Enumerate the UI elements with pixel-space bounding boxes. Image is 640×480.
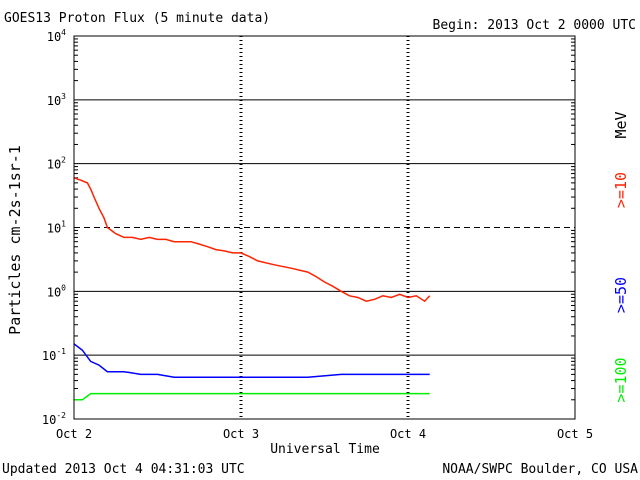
x-tick-labels: Oct 2 Oct 3 Oct 4 Oct 5: [56, 427, 593, 441]
y-tick-label: 103: [47, 92, 66, 108]
updated-time: Updated 2013 Oct 4 04:31:03 UTC: [2, 462, 245, 477]
begin-date: Begin: 2013 Oct 2 0000 UTC: [433, 18, 637, 33]
y-tick-label: 10-2: [42, 411, 66, 427]
y-tick-label: 100: [47, 283, 66, 299]
x-tick-label: Oct 2: [56, 427, 92, 441]
y-tick-label: 102: [47, 156, 66, 172]
legend-label: >=10: [612, 172, 630, 208]
legend-unit: MeV: [612, 111, 630, 138]
x-tick-label: Oct 4: [390, 427, 426, 441]
plot-grid: [74, 36, 575, 419]
chart-title: GOES13 Proton Flux (5 minute data): [4, 11, 270, 26]
credit: NOAA/SWPC Boulder, CO USA: [442, 462, 638, 477]
x-tick-label: Oct 3: [223, 427, 259, 441]
series-line-ge100: [74, 392, 430, 401]
series-line-ge50: [73, 343, 430, 379]
x-tick-label: Oct 5: [557, 427, 593, 441]
legend-label: >=100: [612, 357, 630, 402]
plot-frame: [73, 35, 576, 420]
legend-label: >=50: [612, 277, 630, 313]
y-axis-label: Particles cm-2s-1sr-1: [6, 145, 24, 335]
y-tick-label: 104: [47, 28, 66, 44]
x-axis-label: Universal Time: [270, 442, 380, 457]
series-line-ge10: [73, 177, 431, 303]
y-tick-label: 10-1: [42, 347, 66, 363]
data-series: [73, 177, 431, 401]
y-tick-labels: 10-2 10-1 100 101 102 103 104: [42, 28, 66, 427]
legend: >=10 >=50 >=100 MeV: [612, 111, 630, 402]
y-tick-label: 101: [47, 220, 66, 236]
